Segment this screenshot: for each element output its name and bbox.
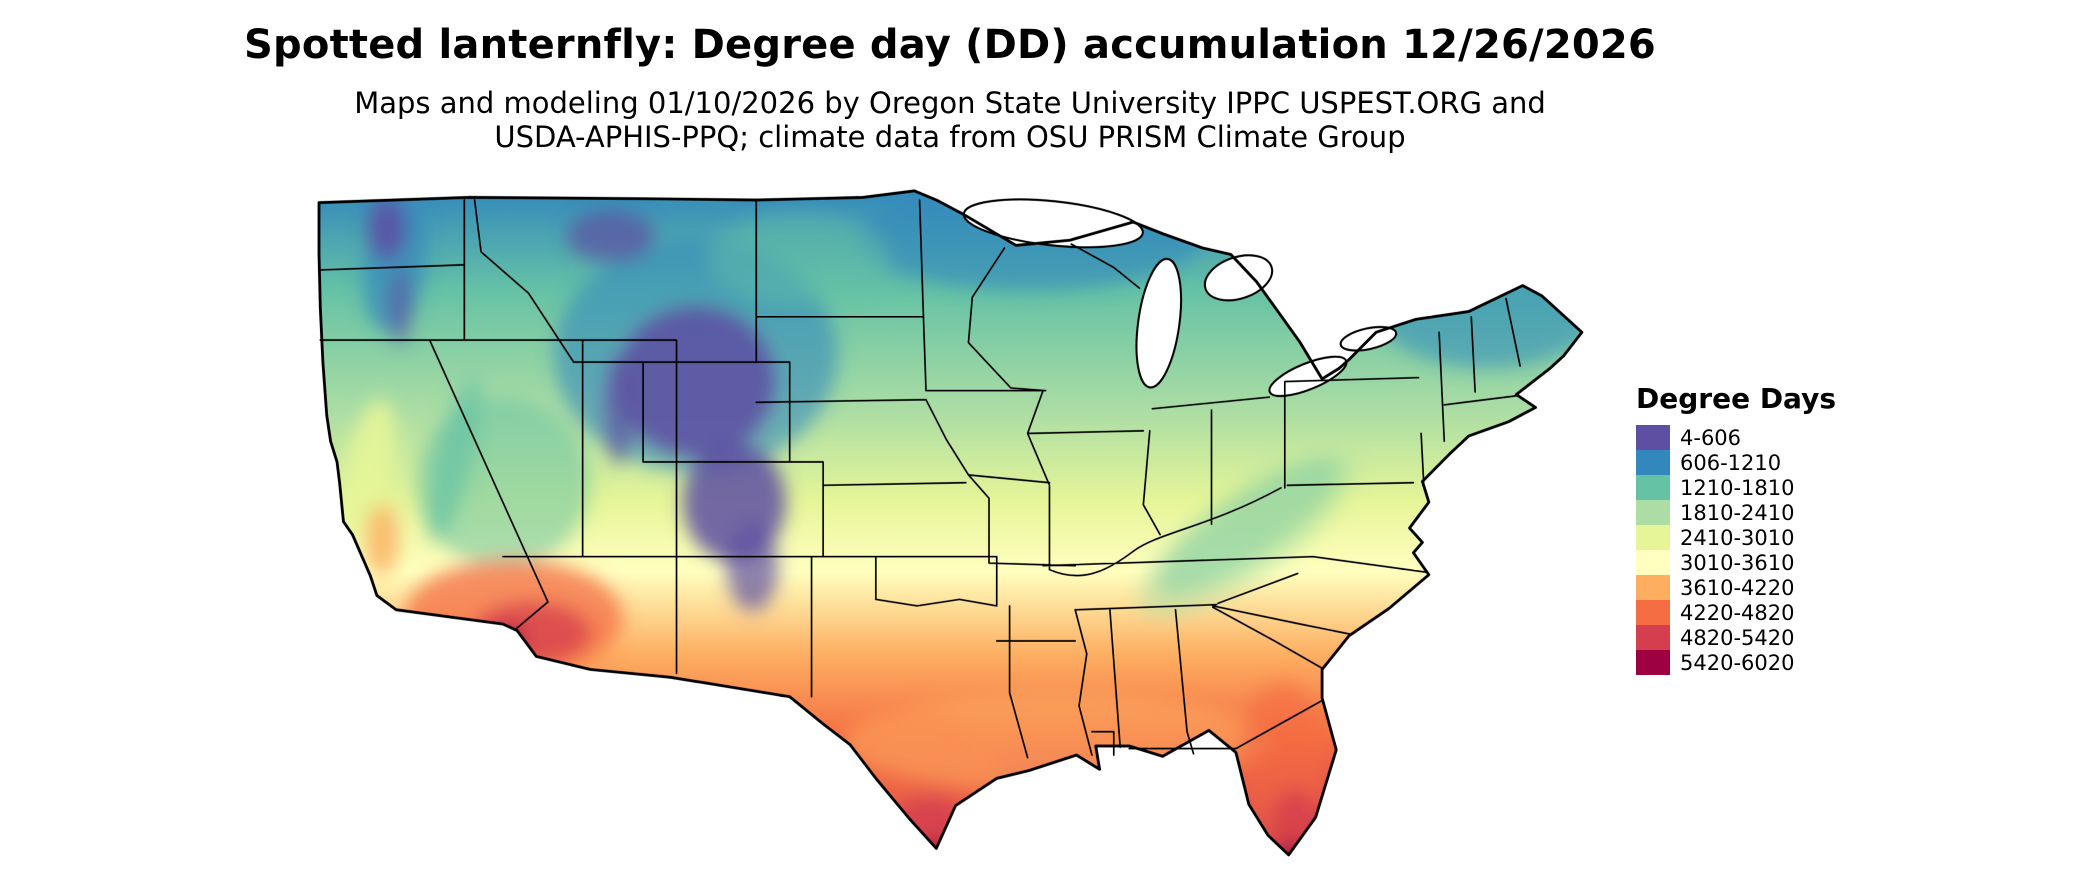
legend-row: 5420-6020 (1636, 650, 1836, 675)
legend-row: 1810-2410 (1636, 500, 1836, 525)
legend-row: 3610-4220 (1636, 575, 1836, 600)
legend-label: 606-1210 (1680, 450, 1782, 475)
legend-row: 4220-4820 (1636, 600, 1836, 625)
legend-row: 606-1210 (1636, 450, 1836, 475)
legend-label: 4220-4820 (1680, 600, 1795, 625)
degree-day-raster (319, 190, 1582, 855)
legend-row: 2410-3010 (1636, 525, 1836, 550)
legend-swatch (1636, 550, 1670, 575)
legend-row: 3010-3610 (1636, 550, 1836, 575)
legend-row: 4820-5420 (1636, 625, 1836, 650)
legend-swatch (1636, 575, 1670, 600)
legend-swatch (1636, 600, 1670, 625)
subtitle-line-1: Maps and modeling 01/10/2026 by Oregon S… (354, 86, 1546, 120)
legend-label: 3010-3610 (1680, 550, 1795, 575)
legend-swatch (1636, 450, 1670, 475)
legend-swatch (1636, 625, 1670, 650)
legend-swatch (1636, 425, 1670, 450)
subtitle-line-2: USDA-APHIS-PPQ; climate data from OSU PR… (494, 120, 1406, 154)
legend-label: 1810-2410 (1680, 500, 1795, 525)
legend-swatch (1636, 475, 1670, 500)
great-lakes (962, 198, 1398, 398)
legend-label: 1210-1810 (1680, 475, 1795, 500)
legend-items: 4-606 606-1210 1210-1810 1810-2410 2410-3010… (1636, 425, 1836, 675)
legend-row: 1210-1810 (1636, 475, 1836, 500)
legend-label: 4820-5420 (1680, 625, 1795, 650)
legend-label: 3610-4220 (1680, 575, 1795, 600)
legend-swatch (1636, 525, 1670, 550)
state-borders (318, 199, 1521, 759)
map-subtitle: Maps and modeling 01/10/2026 by Oregon S… (0, 86, 1900, 154)
us-map-svg (317, 189, 1584, 857)
legend-label: 5420-6020 (1680, 650, 1795, 675)
legend-label: 2410-3010 (1680, 525, 1795, 550)
legend-title: Degree Days (1636, 382, 1837, 415)
legend-swatch (1636, 650, 1670, 675)
legend-row: 4-606 (1636, 425, 1836, 450)
legend-swatch (1636, 500, 1670, 525)
page-title: Spotted lanternfly: Degree day (DD) accu… (244, 22, 1656, 68)
lake-huron-shape (1203, 254, 1274, 302)
legend-label: 4-606 (1680, 425, 1742, 450)
legend: Degree Days 4-606 606-1210 1210-1810 1810-2… (1636, 382, 1836, 675)
us-degree-day-map (310, 187, 1596, 886)
lake-michigan-shape (1135, 257, 1183, 389)
